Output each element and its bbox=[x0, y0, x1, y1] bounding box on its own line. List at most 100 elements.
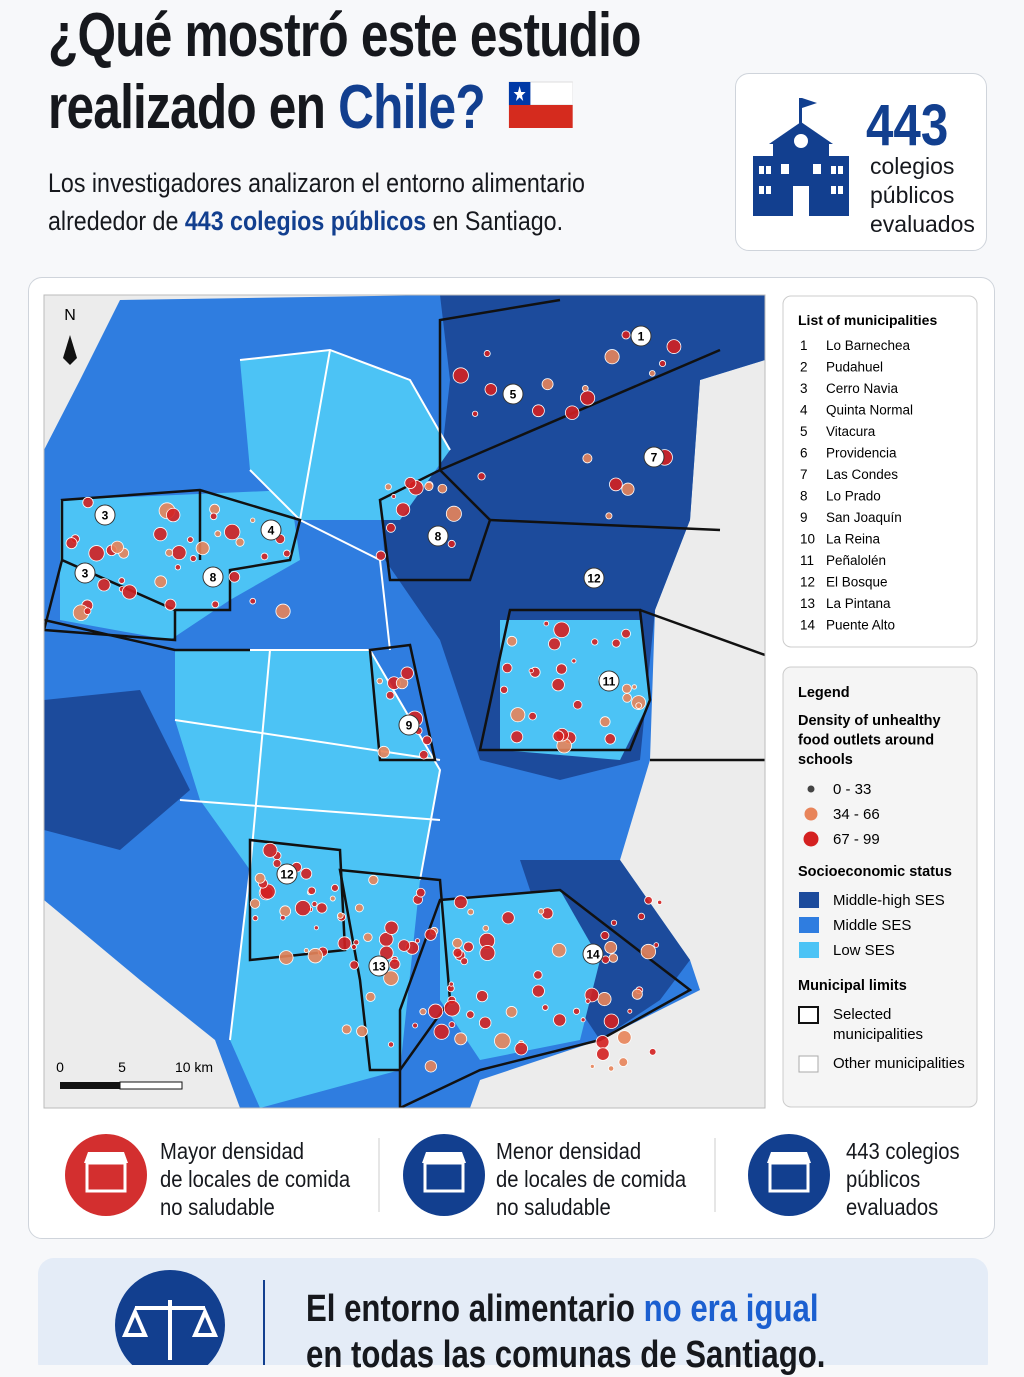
outlet-dot bbox=[553, 1013, 567, 1027]
label-badge bbox=[582, 943, 604, 965]
north-label: N bbox=[64, 307, 76, 324]
outlet-dot bbox=[604, 349, 620, 365]
outlet-dot bbox=[537, 908, 545, 915]
outlet-dot bbox=[447, 539, 456, 548]
municipality-name: Las Condes bbox=[826, 467, 898, 482]
title-text: realizado en bbox=[48, 73, 326, 142]
outlet-dot bbox=[278, 950, 294, 965]
outlet-dot bbox=[610, 919, 618, 926]
municipality-name: Quinta Normal bbox=[826, 403, 913, 418]
footer-line: evaluados bbox=[846, 1194, 939, 1220]
outlet-dot bbox=[564, 405, 580, 420]
outlet-dot bbox=[307, 886, 316, 895]
municipality-name: La Pintana bbox=[826, 596, 891, 611]
outlet-dot bbox=[351, 944, 357, 950]
outlet-dot bbox=[391, 494, 397, 499]
outlet-dot bbox=[397, 939, 411, 952]
outlet-dot bbox=[395, 502, 411, 517]
stat-line: públicos bbox=[870, 182, 955, 208]
outlet-dot bbox=[605, 512, 613, 520]
outlet-dot bbox=[467, 908, 475, 916]
outlet-dot bbox=[659, 360, 667, 368]
outlet-dot bbox=[415, 887, 426, 898]
footer-text: Mayor densidad de locales de comida no sal… bbox=[160, 1137, 350, 1221]
outlet-dot bbox=[424, 928, 437, 941]
outlet-dot bbox=[303, 947, 309, 954]
store-awning bbox=[84, 1152, 128, 1163]
outlet-dot bbox=[154, 575, 167, 588]
municipality-number: 14 bbox=[800, 618, 816, 633]
legend-title: Legend bbox=[798, 685, 850, 701]
subtitle-highlight: 443 colegios públicos bbox=[184, 206, 427, 236]
outlet-dot bbox=[640, 943, 657, 960]
outlet-dot bbox=[499, 685, 509, 694]
outlet-dot bbox=[618, 1057, 629, 1067]
outlet-dot bbox=[412, 1022, 418, 1029]
ses-swatch bbox=[799, 942, 819, 958]
outlet-dot bbox=[553, 621, 570, 639]
outlet-dot bbox=[377, 745, 390, 759]
outlet-dot bbox=[311, 901, 318, 908]
outlet-dot bbox=[224, 523, 241, 541]
subtitle: alrededor de 443 colegios públicos en Sa… bbox=[48, 206, 563, 237]
map-label: 12 bbox=[587, 572, 601, 586]
outlet-dot bbox=[572, 700, 583, 710]
outlet-dot bbox=[118, 577, 126, 584]
outlet-dot bbox=[479, 1016, 492, 1030]
outlet-dot bbox=[653, 942, 659, 948]
outlet-dot bbox=[476, 990, 489, 1003]
municipality-name: La Reina bbox=[826, 532, 881, 547]
map-label: 3 bbox=[82, 567, 89, 581]
outlet-dot bbox=[88, 545, 105, 562]
label-badge bbox=[598, 670, 620, 692]
outlet-dot bbox=[313, 925, 319, 931]
footer-line: Mayor densidad bbox=[160, 1138, 305, 1164]
outlet-dot bbox=[427, 1003, 444, 1019]
map-label: 14 bbox=[586, 948, 600, 962]
outlet-dot bbox=[174, 564, 181, 571]
outlet-dot bbox=[591, 638, 599, 646]
scale-label: 0 bbox=[56, 1059, 64, 1075]
outlet-dot bbox=[404, 476, 417, 489]
outlet-dot bbox=[437, 483, 448, 494]
footer-icon bbox=[403, 1134, 485, 1216]
outlet-dot bbox=[250, 517, 256, 523]
outlet-dot bbox=[483, 350, 491, 357]
scale-icon bbox=[121, 1300, 219, 1360]
outlet-dot bbox=[249, 597, 257, 605]
outlet-dot bbox=[385, 690, 395, 700]
outlet-dot bbox=[121, 584, 138, 600]
ses-low bbox=[500, 620, 650, 760]
map-label: 4 bbox=[268, 524, 275, 538]
outlet-dot bbox=[510, 707, 526, 723]
outlet-dot bbox=[555, 663, 568, 675]
outlet-dot bbox=[644, 896, 653, 905]
outlet-dot bbox=[582, 453, 593, 464]
outlet-dot bbox=[171, 545, 187, 561]
outlet-dot bbox=[214, 530, 222, 538]
legend-card bbox=[782, 666, 978, 1108]
outlet-dot bbox=[477, 472, 486, 481]
outlet-dot bbox=[510, 730, 524, 744]
outlet-dot bbox=[571, 658, 577, 664]
school-icon bbox=[753, 98, 849, 216]
selected-limits bbox=[44, 298, 765, 1108]
footer-text: 443 colegios públicos evaluados bbox=[846, 1137, 960, 1221]
outlet-dot bbox=[422, 735, 432, 746]
outlet-dot bbox=[548, 637, 561, 651]
outlet-dot bbox=[254, 872, 266, 884]
density-label: 67 - 99 bbox=[833, 831, 880, 848]
outlet-dot bbox=[552, 730, 565, 743]
outlet-dot bbox=[608, 1065, 615, 1072]
footer-line: 443 colegios bbox=[846, 1138, 960, 1164]
outlet-dot bbox=[585, 998, 591, 1004]
outlet-dot bbox=[443, 1000, 461, 1017]
outlet-dot bbox=[541, 378, 554, 391]
label-badge bbox=[368, 955, 390, 977]
outlet-dot bbox=[621, 683, 632, 694]
outlet-dot bbox=[110, 540, 124, 554]
outlet-dot bbox=[452, 367, 469, 384]
outlet-dot bbox=[637, 912, 646, 921]
outlet-dot bbox=[97, 578, 111, 592]
ses-label: Middle SES bbox=[833, 917, 911, 934]
